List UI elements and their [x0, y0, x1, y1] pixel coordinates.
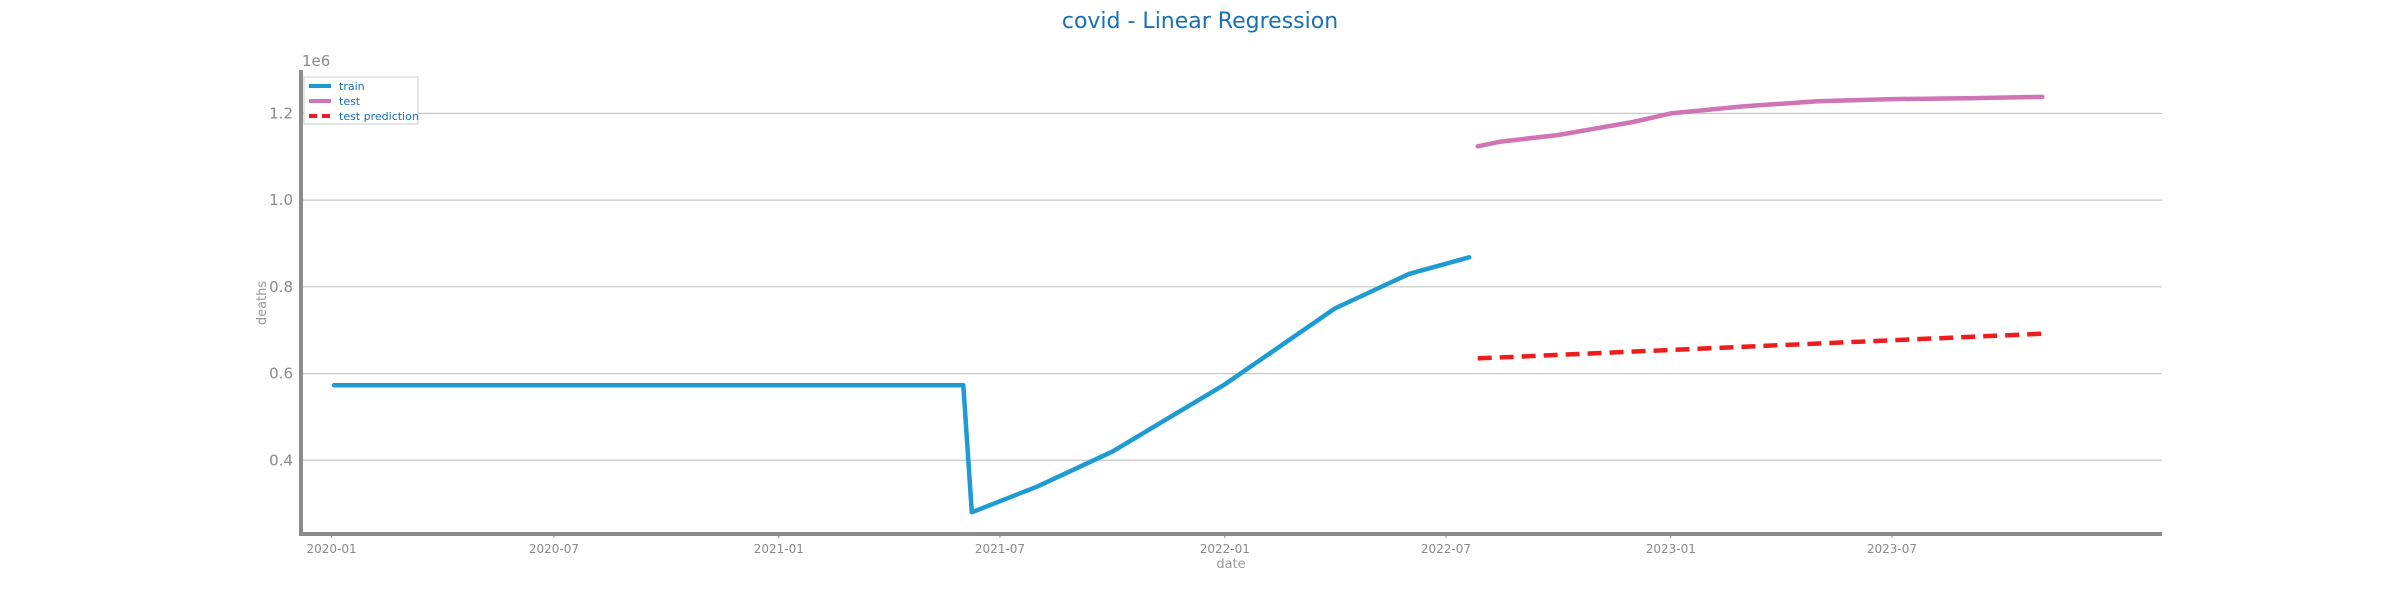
x-tick-label: 2023-07 — [1867, 542, 1917, 556]
x-axis-label: date — [1216, 557, 1245, 572]
x-tick-label: 2021-01 — [754, 542, 804, 556]
legend: train test test prediction — [303, 76, 419, 125]
legend-label: train — [339, 80, 365, 93]
chart-title: covid - Linear Regression — [1062, 9, 1338, 34]
x-tick-label: 2023-01 — [1646, 542, 1696, 556]
legend-label: test — [339, 95, 361, 108]
x-tick-labels: 2020-01 2020-07 2021-01 2021-07 2022-01 2022-… — [306, 534, 1917, 556]
y-tick-label: 0.6 — [269, 365, 293, 383]
y-tick-label: 1.0 — [269, 191, 293, 209]
x-tick-label: 2020-01 — [306, 542, 356, 556]
y-tick-label: 0.4 — [269, 451, 293, 469]
series-line-train — [331, 255, 1472, 515]
series-lines — [331, 94, 2045, 515]
y-tick-labels: 0.4 0.6 0.8 1.0 1.2 — [269, 104, 293, 469]
legend-label: test prediction — [339, 110, 419, 123]
y-axis-label: deaths — [255, 281, 270, 326]
x-tick-label: 2021-07 — [975, 542, 1025, 556]
series-line-test — [1475, 94, 2045, 149]
y-offset-label: 1e6 — [302, 52, 330, 70]
x-tick-label: 2020-07 — [529, 542, 579, 556]
x-tick-label: 2022-01 — [1200, 542, 1250, 556]
series-line-test-prediction — [1477, 331, 2043, 361]
x-tick-label: 2022-07 — [1421, 542, 1471, 556]
y-tick-label: 1.2 — [269, 104, 293, 122]
grid-lines — [301, 112, 2162, 461]
y-tick-label: 0.8 — [269, 278, 293, 296]
